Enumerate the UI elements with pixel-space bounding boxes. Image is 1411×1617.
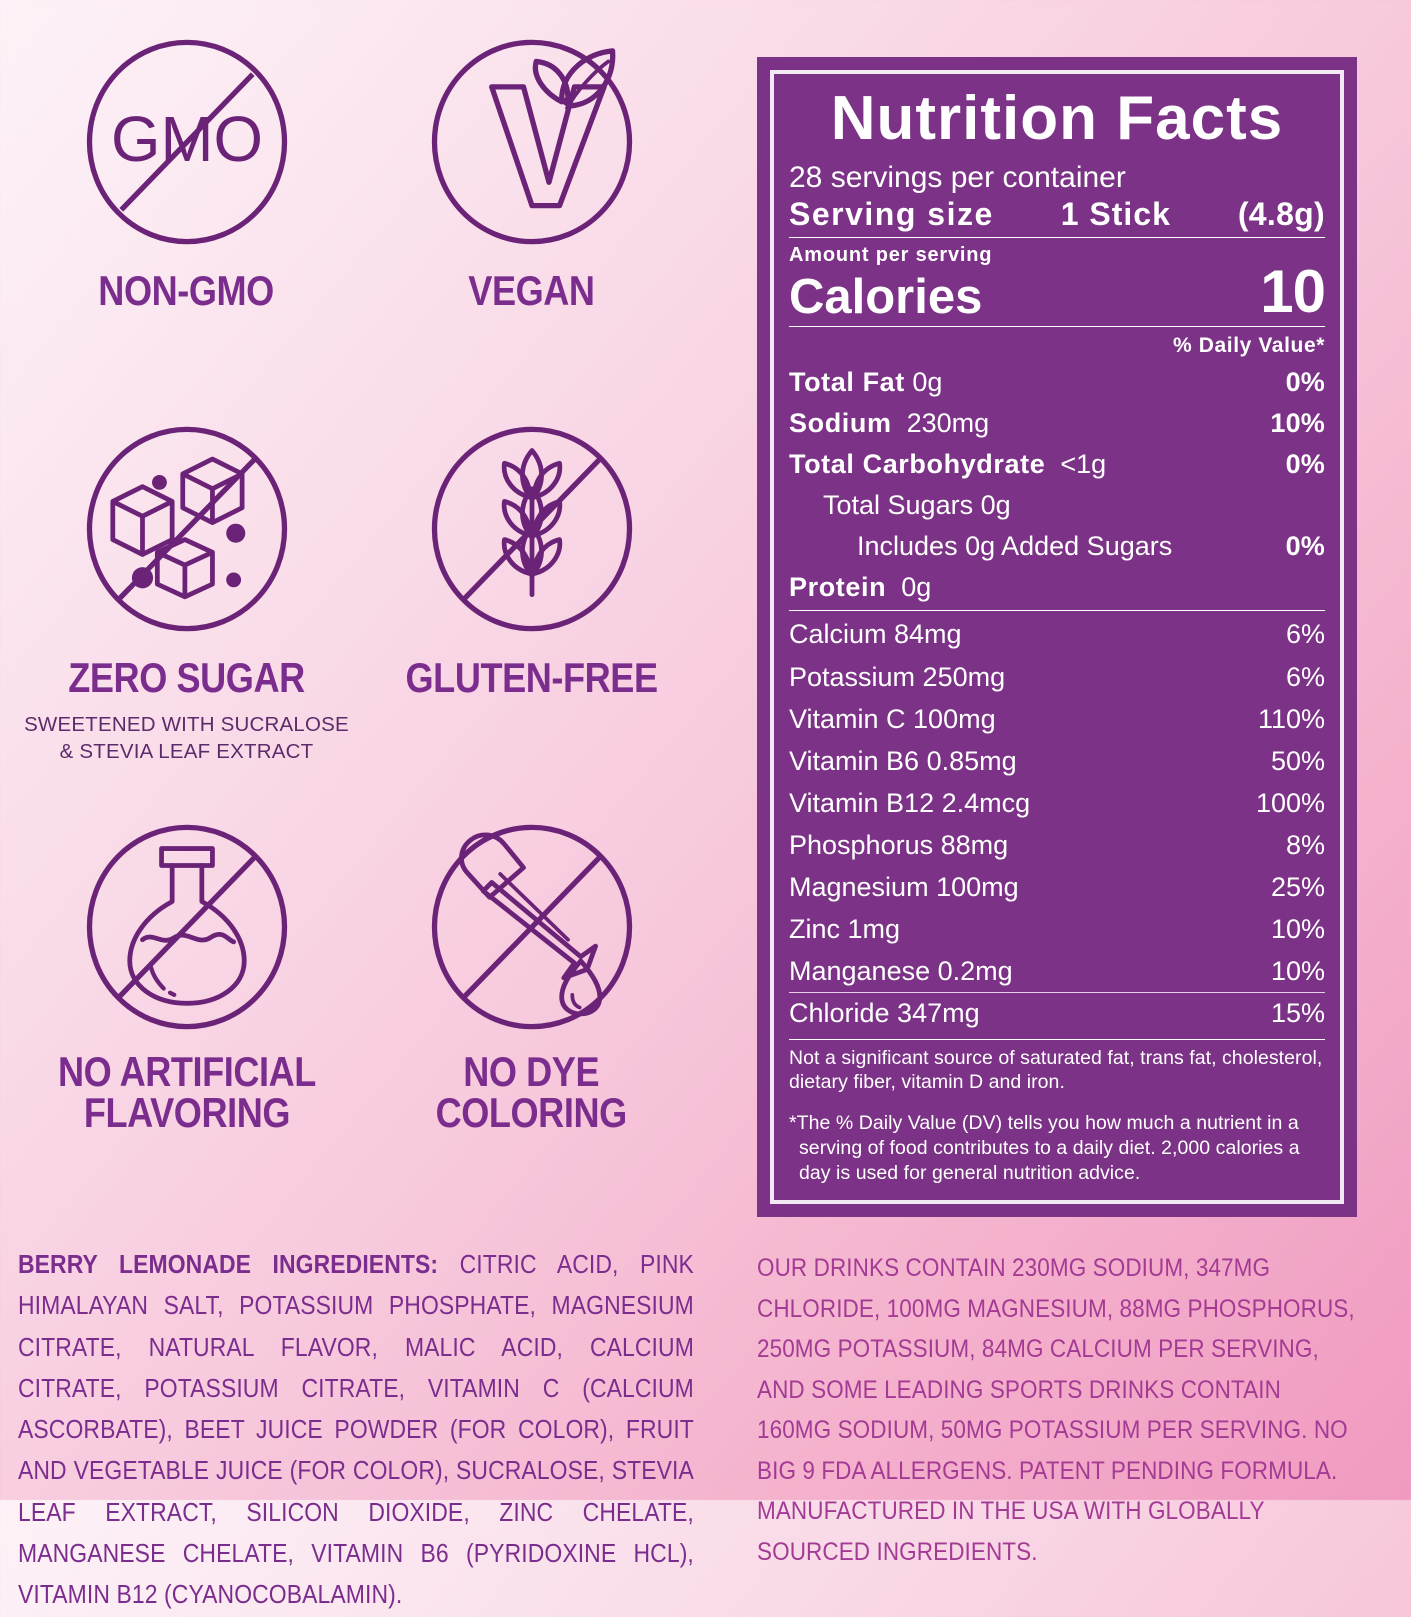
micronutrient-row-calcium: Calcium 84mg 6% (789, 614, 1325, 656)
svg-text:GMO: GMO (111, 104, 263, 175)
calories-value: 10 (1260, 263, 1325, 322)
badge-label-zero-sugar: ZERO SUGAR (68, 657, 305, 698)
nutrient-amount-total-carbohydrate: <1g (1045, 449, 1106, 479)
micronutrient-dv-vitamin-c: 110% (1258, 706, 1325, 733)
micronutrient-dv-phosphorus: 8% (1286, 832, 1325, 859)
nutrition-facts-inner: Nutrition Facts 28 servings per containe… (770, 70, 1344, 1204)
badge-no-artificial-flavoring: NO ARTIFICIAL FLAVORING (14, 821, 359, 1221)
badge-sublabel-zero-sugar: SWEETENED WITH SUCRALOSE & STEVIA LEAF E… (24, 711, 349, 765)
ingredients-heading: BERRY LEMONADE INGREDIENTS: (18, 1251, 438, 1279)
non-gmo-icon: GMO (81, 36, 293, 248)
daily-value-header: % Daily Value* (789, 334, 1325, 358)
ingredients-paragraph: BERRY LEMONADE INGREDIENTS: CITRIC ACID,… (18, 1245, 694, 1617)
micronutrient-name-magnesium: Magnesium 100mg (789, 874, 1019, 901)
nutrient-name-total-sugars: Total Sugars 0g (823, 492, 1011, 519)
nutrient-row-protein: Protein 0g (789, 567, 1325, 608)
nutrient-name-added-sugars: Includes 0g Added Sugars (857, 533, 1172, 560)
micronutrient-name-zinc: Zinc 1mg (789, 916, 900, 943)
ingredients-body: CITRIC ACID, PINK HIMALAYAN SALT, POTASS… (18, 1251, 694, 1609)
micronutrient-row-chloride: Chloride 347mg 15% (789, 993, 1325, 1035)
zero-sugar-cubes-icon (81, 423, 293, 635)
calories-row: Calories 10 (789, 263, 1325, 322)
nutrient-row-sodium: Sodium 230mg 10% (789, 403, 1325, 444)
badge-gluten-free: GLUTEN-FREE (359, 421, 704, 821)
micronutrient-dv-potassium: 6% (1286, 664, 1325, 691)
nutrient-row-added-sugars: Includes 0g Added Sugars 0% (789, 526, 1325, 567)
micronutrient-dv-calcium: 6% (1286, 621, 1325, 648)
micronutrient-dv-zinc: 10% (1271, 916, 1325, 943)
nutrient-amount-sodium: 230mg (892, 408, 990, 438)
micronutrient-dv-manganese: 10% (1271, 958, 1325, 985)
badge-label-vegan: VEGAN (468, 270, 594, 311)
badge-non-gmo: GMO NON-GMO (14, 36, 359, 421)
serving-size-weight: (4.8g) (1238, 196, 1325, 232)
disclaimer-paragraph: OUR DRINKS CONTAIN 230MG SODIUM, 347MG C… (757, 1248, 1360, 1572)
badge-zero-sugar: ZERO SUGAR SWEETENED WITH SUCRALOSE & ST… (14, 421, 359, 821)
nutrient-dv-total-carbohydrate: 0% (1286, 451, 1325, 478)
nutrient-name-total-fat: Total Fat (789, 367, 905, 397)
daily-value-footnote: *The % Daily Value (DV) tells you how mu… (789, 1102, 1325, 1188)
micronutrient-name-vitamin-c: Vitamin C 100mg (789, 706, 996, 733)
badge-label-no-artificial-flavoring: NO ARTIFICIAL FLAVORING (58, 1051, 316, 1133)
micronutrient-row-vitamin-c: Vitamin C 100mg 110% (789, 698, 1325, 740)
micronutrient-row-phosphorus: Phosphorus 88mg 8% (789, 824, 1325, 866)
micronutrient-name-manganese: Manganese 0.2mg (789, 958, 1013, 985)
micronutrient-name-vitamin-b6: Vitamin B6 0.85mg (789, 748, 1017, 775)
servings-per-container: 28 servings per container (789, 161, 1325, 195)
micronutrient-row-zinc: Zinc 1mg 10% (789, 908, 1325, 950)
calories-label: Calories (789, 273, 982, 322)
micronutrient-name-calcium: Calcium 84mg (789, 621, 962, 648)
badge-label-non-gmo: NON-GMO (99, 270, 275, 311)
micronutrient-row-manganese: Manganese 0.2mg 10% (789, 950, 1325, 992)
claims-badges-column: GMO NON-GMO VEGAN (0, 0, 720, 1230)
nutrient-row-total-carbohydrate: Total Carbohydrate <1g 0% (789, 444, 1325, 485)
micronutrient-row-magnesium: Magnesium 100mg 25% (789, 866, 1325, 908)
nutrient-name-protein: Protein (789, 572, 886, 602)
micronutrient-row-potassium: Potassium 250mg 6% (789, 656, 1325, 698)
badge-vegan: VEGAN (359, 36, 704, 421)
micronutrient-row-vitamin-b6: Vitamin B6 0.85mg 50% (789, 740, 1325, 782)
micronutrient-dv-chloride: 15% (1271, 1000, 1325, 1027)
nutrient-amount-total-fat: 0g (905, 367, 943, 397)
protein-divider-bar (789, 610, 1325, 611)
badge-label-no-dye-coloring: NO DYE COLORING (436, 1051, 627, 1133)
micronutrient-name-phosphorus: Phosphorus 88mg (789, 832, 1008, 859)
badge-label-gluten-free: GLUTEN-FREE (405, 657, 657, 698)
nutrient-name-total-carbohydrate: Total Carbohydrate (789, 449, 1045, 479)
micronutrient-name-chloride: Chloride 347mg (789, 1000, 980, 1027)
nutrient-row-total-fat: Total Fat 0g 0% (789, 362, 1325, 403)
micronutrient-dv-vitamin-b6: 50% (1271, 748, 1325, 775)
nutrient-dv-total-fat: 0% (1286, 369, 1325, 396)
badge-grid: GMO NON-GMO VEGAN (14, 36, 704, 1221)
not-significant-source-note: Not a significant source of saturated fa… (789, 1039, 1325, 1102)
serving-size-value: 1 Stick (1061, 196, 1171, 232)
serving-divider-bar (789, 237, 1325, 238)
micronutrient-dv-magnesium: 25% (1271, 874, 1325, 901)
micronutrient-name-potassium: Potassium 250mg (789, 664, 1005, 691)
nutrient-dv-added-sugars: 0% (1286, 533, 1325, 560)
nutrient-dv-sodium: 10% (1270, 410, 1325, 437)
nutrient-row-total-sugars: Total Sugars 0g (789, 485, 1325, 526)
gluten-free-wheat-icon (426, 423, 638, 635)
micronutrient-dv-vitamin-b12: 100% (1256, 790, 1325, 817)
nutrition-label-page: GMO NON-GMO VEGAN (0, 0, 1411, 1500)
nutrition-facts-panel: Nutrition Facts 28 servings per containe… (757, 57, 1357, 1217)
vegan-leaf-icon (426, 36, 638, 248)
no-artificial-flask-icon (81, 821, 293, 1033)
nutrient-amount-protein: 0g (886, 572, 931, 602)
nutrition-facts-title: Nutrition Facts (789, 88, 1325, 150)
badge-no-dye-coloring: NO DYE COLORING (359, 821, 704, 1221)
serving-size-label: Serving size (789, 196, 994, 232)
serving-size-row: Serving size 1 Stick (4.8g) (789, 196, 1325, 232)
micronutrient-row-vitamin-b12: Vitamin B12 2.4mcg 100% (789, 782, 1325, 824)
nutrient-name-sodium: Sodium (789, 408, 892, 438)
no-dye-dropper-icon (426, 821, 638, 1033)
micronutrient-name-vitamin-b12: Vitamin B12 2.4mcg (789, 790, 1030, 817)
